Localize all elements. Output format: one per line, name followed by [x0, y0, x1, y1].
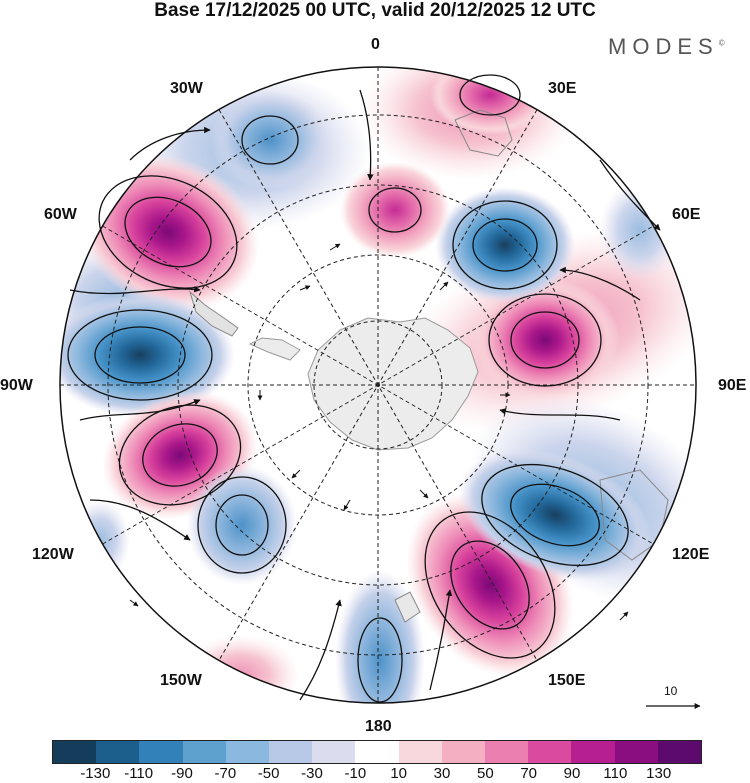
colorbar-tick: 10 [390, 765, 407, 782]
anomaly-center [435, 187, 575, 303]
anomaly-center [340, 162, 450, 258]
colorbar-swatch [571, 741, 615, 763]
vector-scale-label: 10 [664, 684, 678, 698]
lon-label-120w: 120W [32, 546, 74, 563]
colorbar-tick: -50 [257, 765, 280, 782]
colorbar-swatch [528, 741, 572, 763]
brand-logo: MODES© [608, 34, 725, 59]
lon-label-90e: 90E [718, 377, 747, 394]
colorbar-swatch [398, 741, 442, 763]
colorbar-swatch [614, 741, 658, 763]
colorbar-swatch [441, 741, 486, 763]
map-boundary [59, 66, 697, 704]
colorbar-tick: -10 [344, 765, 367, 782]
colorbar-tick: 130 [646, 765, 672, 782]
colorbar-swatch [139, 741, 183, 763]
lon-label-180: 180 [365, 718, 392, 735]
colorbar-swatch [96, 741, 140, 763]
lon-label-90w: 90W [0, 377, 33, 394]
wind-vectors [129, 243, 629, 621]
antarctica [307, 317, 479, 451]
colorbar-tick: 30 [433, 765, 451, 782]
colorbar-swatch [182, 741, 226, 763]
brand-name: MODES [608, 34, 719, 59]
lon-label-150w: 150W [160, 672, 202, 689]
colorbar-tick: -110 [124, 765, 154, 782]
lon-label-60w: 60W [44, 206, 77, 223]
colorbar-tick: 110 [603, 765, 628, 782]
anomaly-center [430, 67, 550, 135]
colorbar-swatch [657, 741, 702, 763]
anomaly-center [470, 278, 620, 402]
colorbar-tick: -30 [301, 765, 323, 782]
lon-label-150e: 150E [548, 672, 586, 689]
colorbar-swatch [225, 741, 270, 763]
streamlines [67, 74, 661, 703]
anomaly-center [210, 90, 330, 190]
colorbar-tick: -90 [171, 765, 193, 782]
chart-title: Base 17/12/2025 00 UTC, valid 20/12/2025… [154, 0, 596, 21]
colorbar-swatch [312, 741, 356, 763]
lon-label-120e: 120E [672, 546, 710, 563]
colorbar-tick: 70 [520, 765, 537, 782]
colorbar-tick: 50 [476, 765, 494, 782]
lon-label-0: 0 [371, 36, 380, 53]
lon-label-30e: 30E [548, 80, 577, 97]
anomaly-center [60, 293, 235, 417]
colorbar-tick: 90 [563, 765, 581, 782]
colorbar-swatch [269, 741, 313, 763]
colorbar-tick: -70 [214, 765, 237, 782]
colorbar-swatch [53, 741, 97, 763]
anomaly-center [187, 465, 297, 585]
colorbar [52, 740, 702, 764]
anomaly-center [458, 449, 652, 581]
colorbar-tick: -130 [80, 765, 111, 782]
colorbar-swatch [485, 741, 529, 763]
lon-label-30w: 30W [170, 80, 203, 97]
colorbar-swatch [355, 741, 399, 763]
lon-label-60e: 60E [672, 206, 701, 223]
